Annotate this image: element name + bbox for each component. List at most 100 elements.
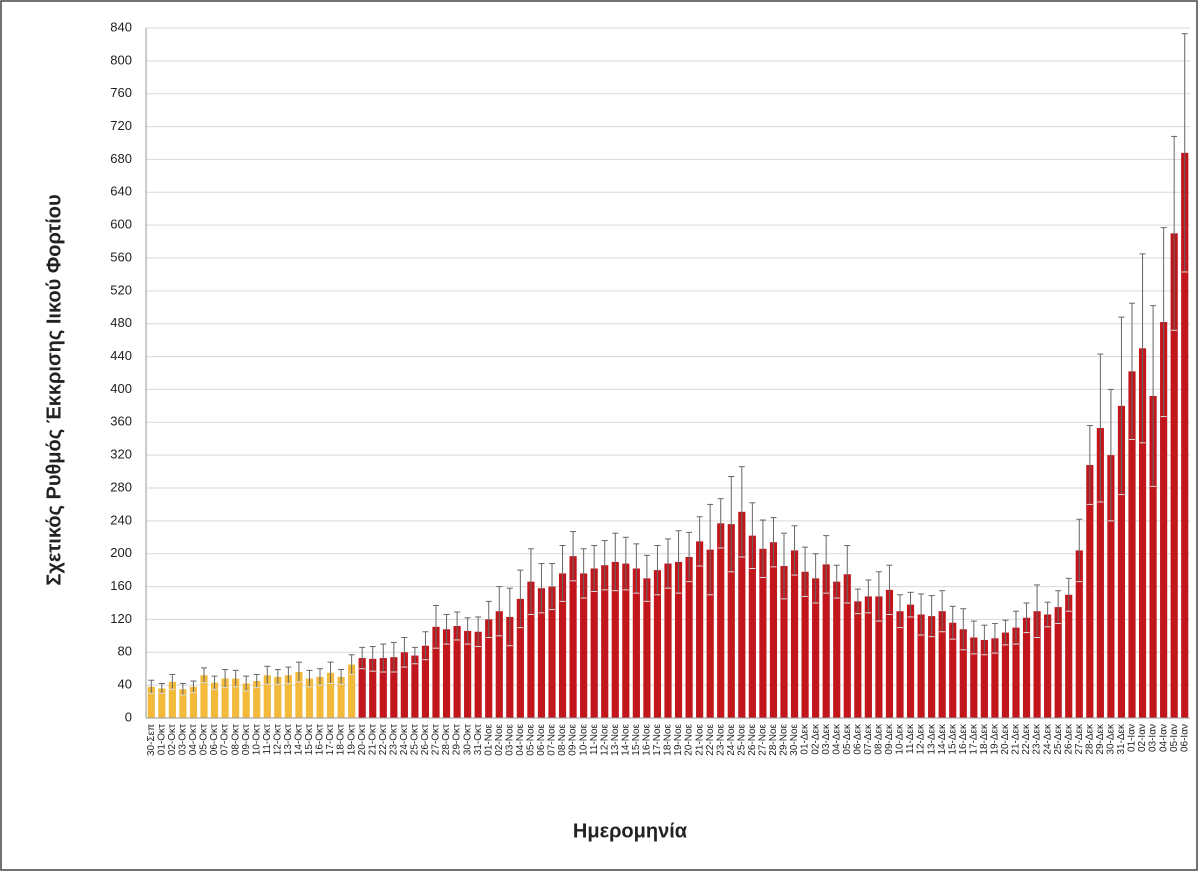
- bar: [875, 596, 883, 718]
- y-tick-label: 400: [110, 381, 132, 396]
- bar: [1170, 233, 1178, 718]
- x-tick-label: 22-Δεκ: [1021, 723, 1032, 755]
- x-tick-label: 05-Δεκ: [842, 723, 853, 755]
- x-tick-label: 15-Οκτ: [304, 724, 315, 755]
- bar: [189, 686, 198, 718]
- x-tick-label: 17-Οκτ: [325, 724, 336, 755]
- bar: [696, 541, 704, 718]
- x-tick-label: 01-Δεκ: [800, 723, 811, 755]
- bar: [263, 675, 271, 718]
- bar: [464, 630, 472, 718]
- bar: [284, 675, 292, 718]
- x-tick-label: 02-Δεκ: [810, 723, 821, 755]
- x-tick-label: 17-Νοε: [652, 723, 663, 755]
- x-tick-label: 06-Δεκ: [852, 723, 863, 755]
- bar: [1096, 428, 1104, 718]
- x-tick-label: 24-Δεκ: [1042, 723, 1053, 755]
- x-tick-label: 01-Οκτ: [156, 724, 167, 755]
- x-tick-label: 15-Νοε: [631, 723, 642, 755]
- bar: [210, 682, 219, 718]
- x-tick-label: 03-Νοε: [504, 723, 515, 755]
- x-tick-label: 06-Οκτ: [209, 724, 220, 755]
- bar: [558, 573, 567, 718]
- bar: [179, 689, 187, 718]
- bar: [305, 678, 314, 718]
- bar: [516, 598, 524, 718]
- x-tick-label: 01-Ιαν: [1127, 724, 1138, 752]
- bar: [221, 678, 229, 718]
- x-tick-label: 06-Νοε: [536, 723, 547, 755]
- x-tick-label: 22-Νοε: [705, 723, 716, 755]
- x-tick-label: 13-Νοε: [610, 723, 621, 755]
- x-tick-label: 14-Δεκ: [937, 723, 948, 755]
- x-tick-label: 04-Οκτ: [188, 724, 199, 755]
- bar: [611, 561, 619, 718]
- x-tick-label: 11-Νοε: [589, 723, 600, 754]
- bar: [1160, 322, 1168, 718]
- y-tick-label: 600: [110, 217, 132, 232]
- x-tick-label: 05-Νοε: [526, 723, 537, 755]
- y-tick-label: 120: [110, 611, 132, 626]
- bar: [664, 563, 672, 718]
- x-tick-label: 31-Δεκ: [1116, 723, 1127, 755]
- bar: [674, 561, 683, 718]
- bar: [242, 683, 250, 718]
- x-tick-label: 07-Οκτ: [220, 724, 231, 755]
- bar: [274, 676, 282, 718]
- bar: [348, 664, 356, 718]
- bar: [379, 658, 387, 718]
- y-tick-label: 40: [118, 677, 132, 692]
- bar: [485, 619, 493, 718]
- y-tick-label: 0: [125, 709, 132, 724]
- x-tick-label: 25-Νοε: [736, 723, 747, 755]
- bar: [1117, 405, 1126, 718]
- x-tick-label: 28-Δεκ: [1084, 723, 1095, 755]
- bar: [632, 568, 640, 718]
- bar: [1001, 632, 1010, 718]
- x-tick-label: 04-Νοε: [515, 723, 526, 755]
- bar: [801, 571, 809, 718]
- x-tick-label: 16-Νοε: [642, 723, 653, 755]
- x-tick-label: 10-Δεκ: [895, 723, 906, 755]
- y-tick-label: 160: [110, 578, 132, 593]
- x-tick-label: 23-Νοε: [715, 723, 726, 755]
- bar: [1149, 396, 1157, 718]
- bar: [1138, 348, 1147, 718]
- x-tick-label: 13-Δεκ: [926, 723, 937, 755]
- bar: [442, 629, 451, 718]
- bar: [432, 626, 440, 718]
- bar: [1128, 371, 1136, 718]
- bar: [569, 556, 577, 718]
- x-tick-label: 30-Σεπ: [146, 724, 157, 756]
- y-axis-label: Σχετικός Ρυθμός Έκκρισης Ιικού Φορτίου: [43, 194, 65, 585]
- bar: [959, 629, 967, 718]
- bar: [326, 672, 335, 718]
- bar: [1033, 611, 1041, 718]
- x-tick-label: 03-Ιαν: [1148, 724, 1159, 752]
- x-tick-label: 15-Δεκ: [947, 723, 958, 755]
- bar: [1181, 152, 1189, 718]
- x-tick-label: 19-Οκτ: [346, 724, 357, 755]
- x-tick-label: 31-Οκτ: [473, 724, 484, 755]
- x-tick-label: 18-Νοε: [663, 723, 674, 755]
- bar: [590, 568, 598, 718]
- y-tick-label: 800: [110, 52, 132, 67]
- bar: [643, 578, 651, 718]
- x-tick-label: 17-Δεκ: [968, 723, 979, 755]
- x-tick-label: 29-Νοε: [779, 723, 790, 755]
- bar: [622, 563, 630, 718]
- bar: [1065, 594, 1073, 718]
- x-tick-label: 09-Νοε: [568, 723, 579, 755]
- bar: [253, 681, 261, 718]
- x-tick-label: 11-Δεκ: [905, 723, 916, 754]
- x-tick-label: 14-Οκτ: [294, 724, 305, 755]
- x-tick-label: 27-Οκτ: [431, 724, 442, 755]
- bar: [316, 676, 324, 718]
- bar: [1054, 607, 1062, 718]
- bar: [1044, 614, 1052, 718]
- x-tick-label: 16-Οκτ: [315, 724, 326, 755]
- x-tick-label: 04-Δεκ: [831, 723, 842, 755]
- x-tick-label: 10-Νοε: [578, 723, 589, 755]
